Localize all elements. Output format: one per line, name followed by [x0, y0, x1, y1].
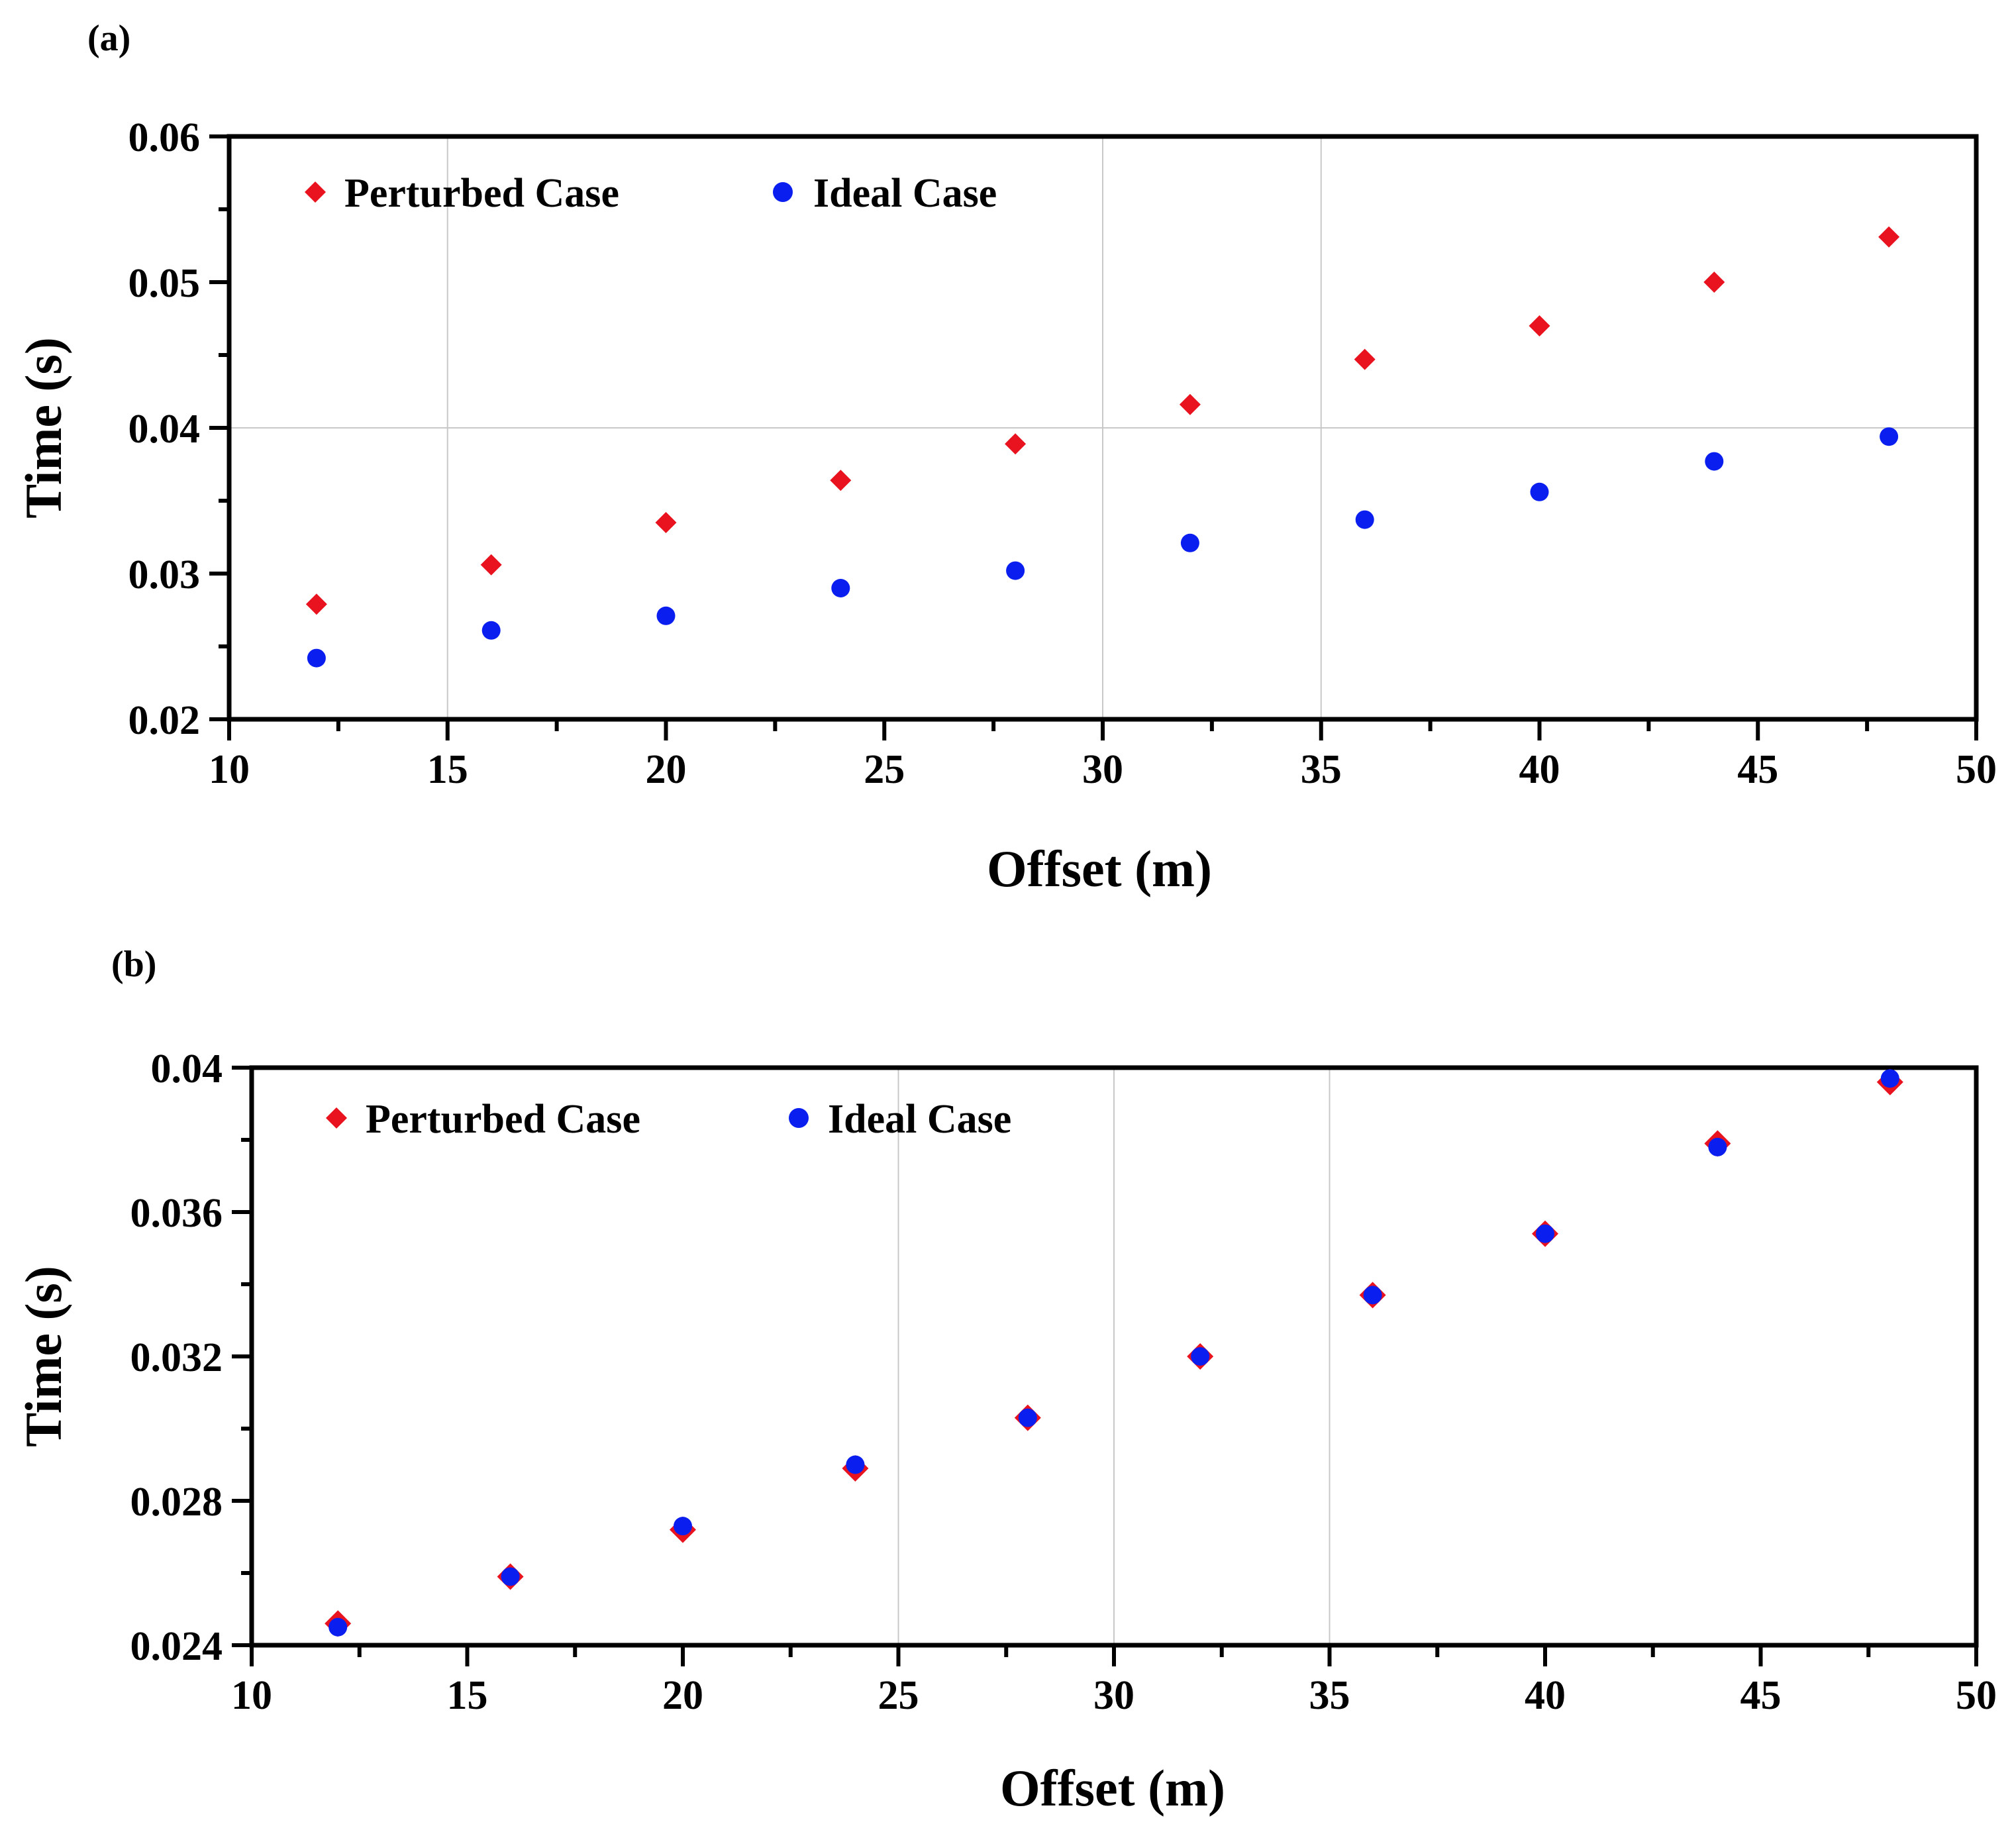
x-tick-label: 30: [1093, 1673, 1134, 1718]
perturbed-point: [1529, 315, 1550, 336]
tick-marks: [232, 1066, 1978, 1666]
y-axis-title: Time (s): [15, 337, 72, 519]
x-axis-title: Offset (m): [1000, 1759, 1225, 1817]
y-tick-label: 0.02: [128, 698, 201, 743]
ideal-point: [1018, 1408, 1037, 1427]
chart-panel-b: (b) 10 15 20 25 30 35 40 45 50 0.0240.0280.0320.…: [15, 944, 1997, 1817]
x-tick-label: 15: [447, 1673, 488, 1718]
y-tick-label: 0.04: [128, 407, 201, 452]
x-tick-label: 20: [646, 747, 687, 792]
ideal-point: [1708, 1137, 1727, 1156]
y-tick-label: 0.03: [128, 552, 201, 597]
y-tick-label: 0.05: [128, 261, 201, 306]
legend: Perturbed Case Ideal Case: [305, 171, 997, 216]
x-tick-label: 35: [1309, 1673, 1350, 1718]
ideal-point: [481, 621, 501, 640]
ideal-point: [1355, 510, 1374, 529]
legend-ideal-marker: [773, 182, 793, 202]
y-tick-label: 0.04: [151, 1046, 223, 1092]
x-tick-label: 50: [1956, 1673, 1997, 1718]
gridlines: [897, 1068, 1331, 1645]
legend-ideal-marker: [789, 1108, 809, 1128]
x-tick-label: 35: [1301, 747, 1342, 792]
data-points: [305, 226, 1900, 668]
x-tick-label: 45: [1740, 1673, 1782, 1718]
legend-ideal-label: Ideal Case: [828, 1097, 1011, 1142]
y-tick-label: 0.024: [130, 1624, 223, 1669]
x-tick-label: 40: [1525, 1673, 1566, 1718]
perturbed-point: [1703, 272, 1725, 293]
y-tick-label: 0.032: [130, 1335, 223, 1380]
x-tick-label: 50: [1956, 747, 1997, 792]
y-tick-labels: 0.024 0.028 0.032 0.036 0.04: [130, 1046, 223, 1669]
ideal-point: [674, 1517, 692, 1536]
ideal-point: [328, 1617, 348, 1637]
x-tick-label: 20: [662, 1673, 703, 1718]
legend-perturbed-marker: [326, 1107, 347, 1129]
perturbed-point: [1005, 433, 1027, 455]
ideal-point: [1006, 561, 1025, 580]
data-points: [325, 1068, 1903, 1637]
x-tick-label: 15: [427, 747, 468, 792]
x-tick-label: 25: [878, 1673, 919, 1718]
perturbed-point: [480, 554, 502, 576]
ideal-point: [831, 579, 850, 597]
x-tick-labels: 10 15 20 25 30 35 40 45 50: [209, 747, 1997, 792]
x-tick-labels: 10 15 20 25 30 35 40 45 50: [231, 1673, 1997, 1718]
ideal-point: [1530, 482, 1549, 501]
panel-label: (b): [111, 944, 156, 985]
legend: Perturbed Case Ideal Case: [326, 1097, 1011, 1142]
perturbed-point: [1354, 348, 1376, 370]
ideal-point: [1880, 427, 1899, 446]
x-tick-label: 45: [1737, 747, 1778, 792]
perturbed-point: [1878, 226, 1900, 248]
y-tick-label: 0.028: [130, 1480, 223, 1525]
x-axis-title: Offset (m): [987, 840, 1212, 897]
tick-marks: [209, 134, 1978, 740]
x-tick-label: 30: [1082, 747, 1123, 792]
ideal-point: [501, 1567, 520, 1586]
x-tick-label: 10: [231, 1673, 272, 1718]
x-tick-label: 40: [1519, 747, 1560, 792]
ideal-point: [656, 606, 676, 625]
legend-perturbed-marker: [305, 181, 326, 203]
x-tick-label: 25: [864, 747, 905, 792]
ideal-point: [846, 1455, 865, 1474]
y-tick-label: 0.06: [128, 115, 201, 160]
perturbed-point: [1179, 393, 1201, 415]
panel-label: (a): [87, 18, 130, 59]
gridlines: [229, 136, 1976, 719]
ideal-point: [1191, 1347, 1210, 1366]
ideal-point: [307, 648, 326, 668]
y-tick-labels: 0.02 0.03 0.04 0.05 0.06: [128, 115, 201, 743]
y-tick-label: 0.036: [130, 1191, 223, 1236]
chart-panel-a: (a) 10 15 20 25 30 35 40 45 50 0.020.030.040.050…: [15, 18, 1997, 897]
ideal-point: [1180, 533, 1199, 552]
ideal-point: [1363, 1286, 1382, 1305]
ideal-point: [1536, 1224, 1554, 1243]
perturbed-point: [830, 470, 852, 491]
y-axis-title: Time (s): [15, 1266, 72, 1447]
x-tick-label: 10: [209, 747, 250, 792]
legend-perturbed-label: Perturbed Case: [344, 171, 619, 216]
legend-ideal-label: Ideal Case: [813, 171, 997, 216]
ideal-point: [1880, 1069, 1899, 1088]
legend-perturbed-label: Perturbed Case: [366, 1097, 640, 1142]
perturbed-point: [305, 593, 327, 615]
perturbed-point: [655, 512, 677, 533]
ideal-point: [1705, 452, 1724, 471]
